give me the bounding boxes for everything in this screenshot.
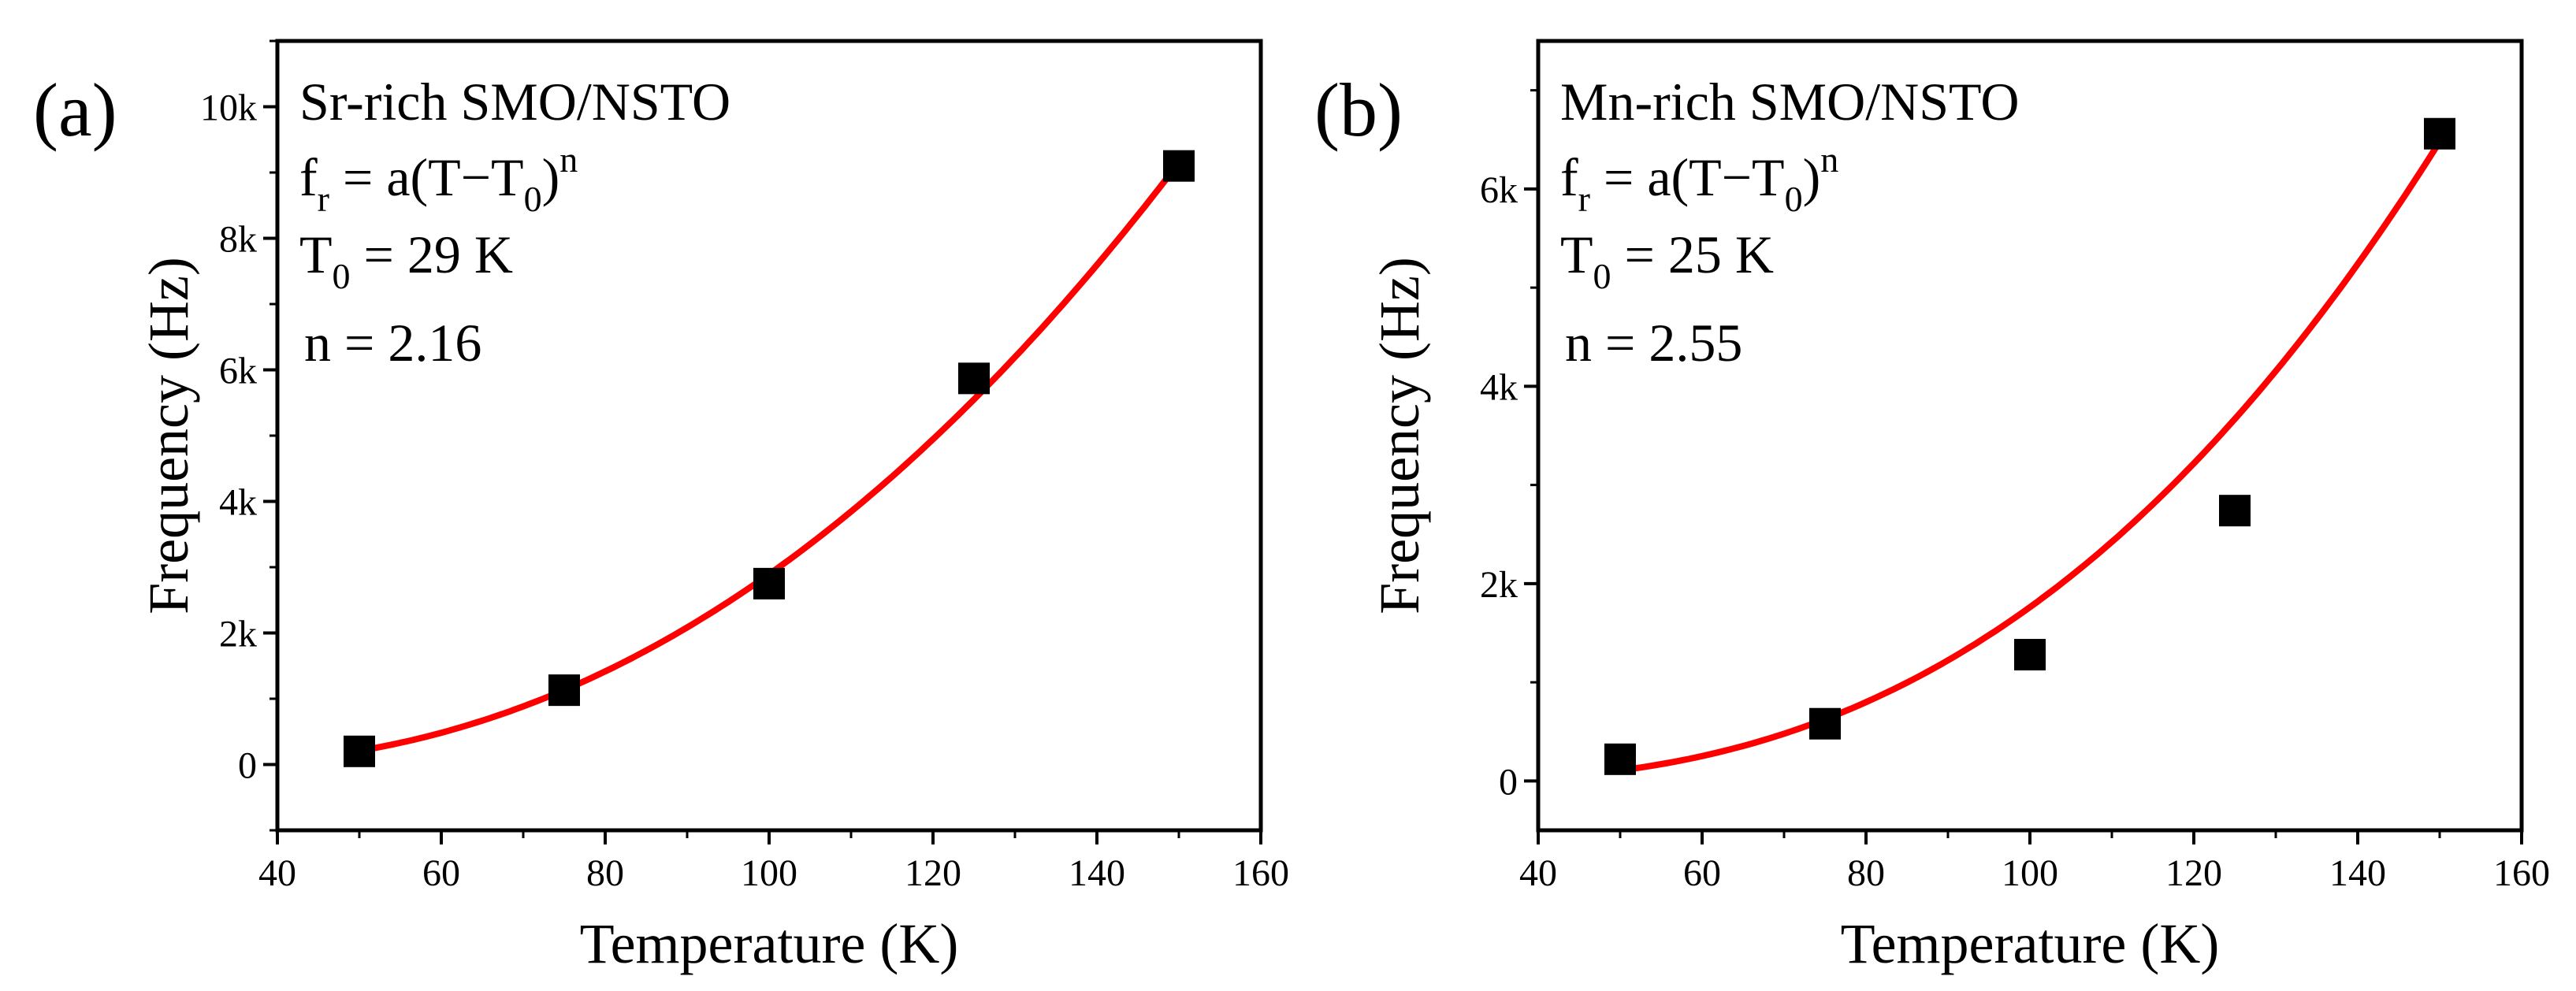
- panel-b-data-point: [2014, 639, 2046, 671]
- panel-a-ytick-label: 4k: [219, 482, 257, 524]
- panel-a-label: (a): [33, 68, 117, 152]
- panel-a: (a) 40 60 80 100 120 140 160 0 2k 4k 6k 8k 10k Tempe…: [33, 39, 1289, 975]
- panel-b-xtick-label: 80: [1847, 852, 1885, 894]
- panel-b-xtick-label: 140: [2329, 852, 2386, 894]
- panel-b-ytick-label: 4k: [1480, 366, 1518, 408]
- panel-b-sample-title: Mn-rich SMO/NSTO: [1560, 72, 2019, 132]
- eq-close: ): [542, 147, 560, 207]
- panel-a-data-point: [753, 567, 785, 599]
- panel-b-data-point: [1604, 743, 1636, 775]
- panel-a-sample-title: Sr-rich SMO/NSTO: [299, 72, 730, 132]
- eq-sub-r: r: [1578, 179, 1590, 219]
- panel-b-ticks: 40 60 80 100 120 140 160 0 2k 4k 6k: [1480, 89, 2550, 894]
- panel-b-label: (b): [1314, 68, 1403, 152]
- eq-f: f: [1560, 147, 1578, 207]
- panel-a-xtick-label: 140: [1069, 852, 1125, 894]
- panel-a-xtick-label: 80: [586, 852, 624, 894]
- panel-b-ytick-label: 6k: [1480, 169, 1518, 211]
- eq-mid: = a(T−T: [1590, 147, 1785, 207]
- panel-b-data-point: [2424, 117, 2455, 150]
- panel-b-data-points: [1604, 117, 2455, 775]
- eq-sup-n: n: [1820, 139, 1838, 180]
- panel-a-fit-equation: fr = a(T−T0)n: [299, 139, 578, 219]
- eq-sub-0: 0: [1785, 179, 1803, 219]
- panel-b-ytick-label: 0: [1499, 761, 1518, 803]
- panel-b-xtick-label: 100: [2002, 852, 2058, 894]
- panel-a-data-point: [958, 362, 990, 395]
- panel-b-xtick-label: 40: [1519, 852, 1557, 894]
- t0-val: = 29 K: [351, 225, 513, 284]
- t0-sub: 0: [333, 256, 351, 296]
- panel-a-xtick-label: 60: [422, 852, 460, 894]
- panel-b-data-point: [2219, 495, 2251, 527]
- panel-a-xlabel: Temperature (K): [580, 912, 959, 975]
- panel-a-xtick-label: 100: [741, 852, 797, 894]
- t0-sub: 0: [1593, 256, 1611, 296]
- panel-b-ylabel: Frequency (Hz): [1368, 257, 1431, 614]
- eq-sup-n: n: [559, 139, 578, 180]
- eq-sub-r: r: [318, 179, 329, 219]
- panel-a-ticks: 40 60 80 100 120 140 160 0 2k 4k 6k 8k 10k: [200, 39, 1289, 894]
- panel-b-xtick-label: 160: [2493, 852, 2550, 894]
- panel-a-ytick-label: 2k: [219, 614, 257, 655]
- eq-close: ): [1803, 147, 1821, 207]
- eq-sub-0: 0: [524, 179, 542, 219]
- panel-a-ytick-label: 8k: [219, 219, 257, 261]
- panel-b-data-point: [1809, 707, 1841, 740]
- panel-b-n: n = 2.55: [1565, 313, 1742, 373]
- panel-b-xtick-label: 120: [2165, 852, 2222, 894]
- panel-b-fit-curve: [1617, 138, 2443, 774]
- panel-a-t0: T0 = 29 K: [299, 225, 513, 296]
- panel-b-ytick-label: 2k: [1480, 564, 1518, 606]
- panel-a-xtick-label: 40: [258, 852, 296, 894]
- eq-f: f: [299, 147, 318, 207]
- panel-b-xlabel: Temperature (K): [1841, 912, 2220, 975]
- panel-a-ytick-label: 6k: [219, 351, 257, 392]
- panel-b-xtick-label: 60: [1683, 852, 1721, 894]
- panel-a-data-points: [344, 150, 1195, 767]
- panel-b-annotation: Mn-rich SMO/NSTO fr = a(T−T0)n T0 = 25 K…: [1560, 72, 2019, 373]
- panel-a-ylabel: Frequency (Hz): [137, 257, 200, 614]
- panel-a-n: n = 2.16: [304, 313, 481, 373]
- panel-a-ytick-label: 10k: [200, 87, 257, 129]
- panel-b: (b) 40 60 80 100 120 140 160 0 2k 4k 6k Temperatur…: [1314, 39, 2550, 975]
- panel-a-xtick-label: 120: [905, 852, 961, 894]
- eq-mid: = a(T−T: [329, 147, 524, 207]
- t0-T: T: [1560, 225, 1593, 284]
- panel-a-annotation: Sr-rich SMO/NSTO fr = a(T−T0)n T0 = 29 K…: [299, 72, 730, 373]
- panel-a-data-point: [548, 674, 580, 707]
- panel-a-ytick-label: 0: [238, 745, 257, 787]
- t0-val: = 25 K: [1611, 225, 1774, 284]
- panel-a-xtick-label: 160: [1232, 852, 1289, 894]
- panel-b-fit-equation: fr = a(T−T0)n: [1560, 139, 1838, 219]
- t0-T: T: [299, 225, 333, 284]
- panel-a-data-point: [1163, 150, 1195, 182]
- panel-b-t0: T0 = 25 K: [1560, 225, 1774, 296]
- panel-a-data-point: [344, 735, 375, 767]
